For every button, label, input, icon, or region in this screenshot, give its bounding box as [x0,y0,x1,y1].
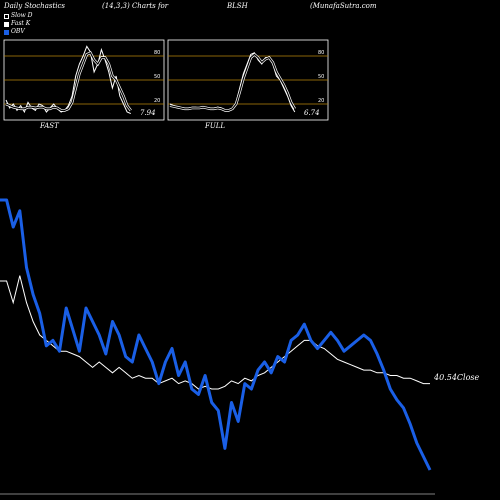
full-last-value: 6.74 [304,109,320,117]
close-price-line [0,275,430,390]
fast-last-value: 7.94 [140,109,156,117]
level-label-80: 80 [154,50,160,56]
fast-panel-label: FAST [40,122,59,130]
legend-fast-k: Fast K [4,20,33,28]
level-label-20: 20 [318,98,324,104]
chart-params: (14,3,3) Charts for [102,2,169,10]
full-stochastic-panel: 20 50 80 [167,39,329,121]
legend-slow-d-label: Slow D [11,12,33,19]
slow-d-line [169,53,296,112]
legend-slow-d: Slow D [4,12,33,20]
level-label-50: 50 [154,74,160,80]
legend: Slow D Fast K OBV [4,12,33,36]
ticker-symbol: BLSH [227,2,248,10]
source-label: (MunafaSutra.com [310,2,377,10]
level-label-80: 80 [318,50,324,56]
fast-k-swatch-icon [4,21,9,27]
slow-d-line [5,52,132,112]
slow-d-swatch-icon [4,13,9,19]
fast-stochastic-panel: 20 50 80 [3,39,165,121]
legend-fast-k-label: Fast K [11,20,31,27]
level-label-20: 20 [154,98,160,104]
chart-type-title: Daily Stochastics [4,2,66,10]
fast-k-line [5,45,131,115]
obv-swatch-icon [4,29,9,35]
full-panel-label: FULL [205,122,226,130]
level-label-50: 50 [318,74,324,80]
obv-line [0,198,432,471]
legend-obv-label: OBV [11,28,25,35]
close-value-label: 40.54Close [434,373,480,382]
obv-close-panel [0,198,435,495]
legend-obv: OBV [4,28,33,36]
